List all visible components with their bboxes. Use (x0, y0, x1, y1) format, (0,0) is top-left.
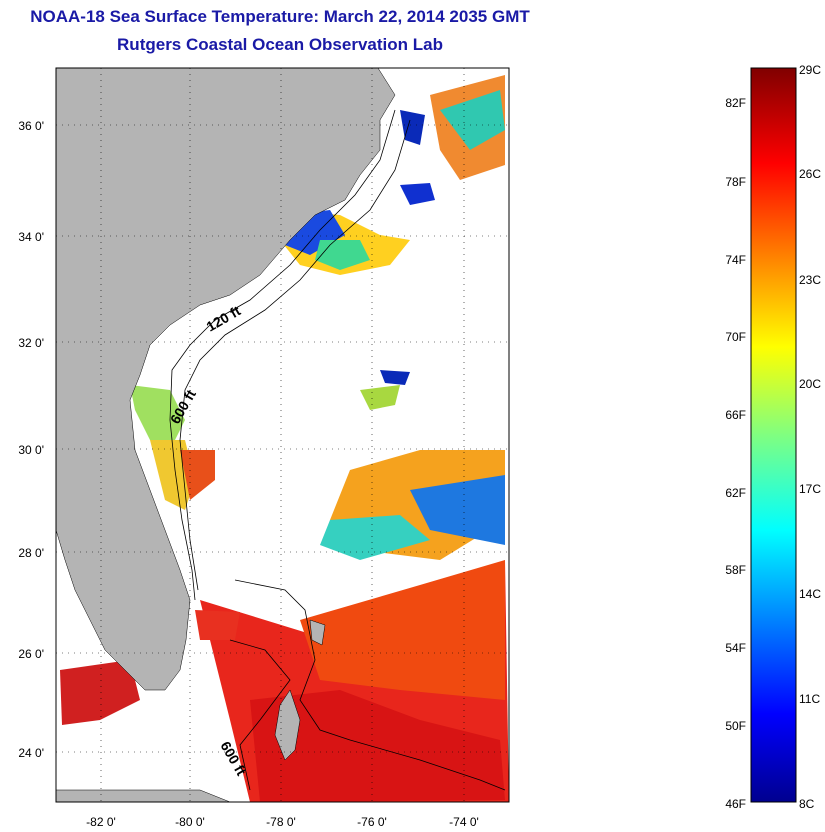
lat-label: 24 0' (18, 746, 44, 760)
lat-label: 34 0' (18, 230, 44, 244)
land-abaco (309, 619, 326, 646)
sst-data-layer (60, 75, 509, 802)
colorbar-f-label: 54F (725, 641, 746, 655)
sst-colorbar (750, 67, 797, 803)
colorbar-c-label: 23C (799, 273, 821, 287)
colorbar-f-label: 74F (725, 253, 746, 267)
land-bahamas (274, 689, 301, 761)
land-cuba (56, 789, 231, 802)
colorbar-f-label: 66F (725, 408, 746, 422)
colorbar-f-label: 46F (725, 797, 746, 811)
colorbar-f-label: 82F (725, 96, 746, 110)
lon-label: -76 0' (357, 815, 387, 829)
lat-label: 36 0' (18, 119, 44, 133)
colorbar-c-label: 8C (799, 797, 815, 811)
colorbar-c-label: 17C (799, 482, 821, 496)
colorbar-f-label: 78F (725, 175, 746, 189)
colorbar-f-label: 62F (725, 486, 746, 500)
colorbar-c-label: 11C (799, 692, 820, 706)
lon-label: -80 0' (175, 815, 205, 829)
colorbar-fahrenheit-labels: 82F 78F 74F 70F 66F 62F 58F 54F 50F 46F (725, 96, 746, 811)
colorbar-f-label: 58F (725, 563, 746, 577)
bathymetry-contours (169, 109, 506, 791)
colorbar-c-label: 14C (799, 587, 821, 601)
lon-label: -74 0' (449, 815, 479, 829)
graticule (56, 68, 509, 802)
colorbar-c-label: 29C (799, 63, 821, 77)
map-frame (55, 67, 510, 803)
colorbar-f-label: 50F (725, 719, 746, 733)
lat-label: 26 0' (18, 647, 44, 661)
lon-label: -82 0' (86, 815, 116, 829)
map-area (56, 68, 509, 802)
lat-label: 28 0' (18, 546, 44, 560)
land-us-coast (56, 68, 396, 691)
lat-label: 30 0' (18, 443, 44, 457)
map-title: NOAA-18 Sea Surface Temperature: March 2… (30, 7, 530, 26)
colorbar-f-label: 70F (725, 330, 746, 344)
lat-label: 32 0' (18, 336, 44, 350)
latitude-labels: 36 0' 34 0' 32 0' 30 0' 28 0' 26 0' 24 0… (18, 119, 44, 760)
colorbar-c-label: 26C (799, 167, 821, 181)
colorbar-celsius-labels: 29C 26C 23C 20C 17C 14C 11C 8C (799, 63, 821, 811)
longitude-labels: -82 0' -80 0' -78 0' -76 0' -74 0' (86, 815, 479, 829)
map-subtitle: Rutgers Coastal Ocean Observation Lab (117, 35, 443, 54)
lon-label: -78 0' (266, 815, 296, 829)
colorbar-c-label: 20C (799, 377, 821, 391)
